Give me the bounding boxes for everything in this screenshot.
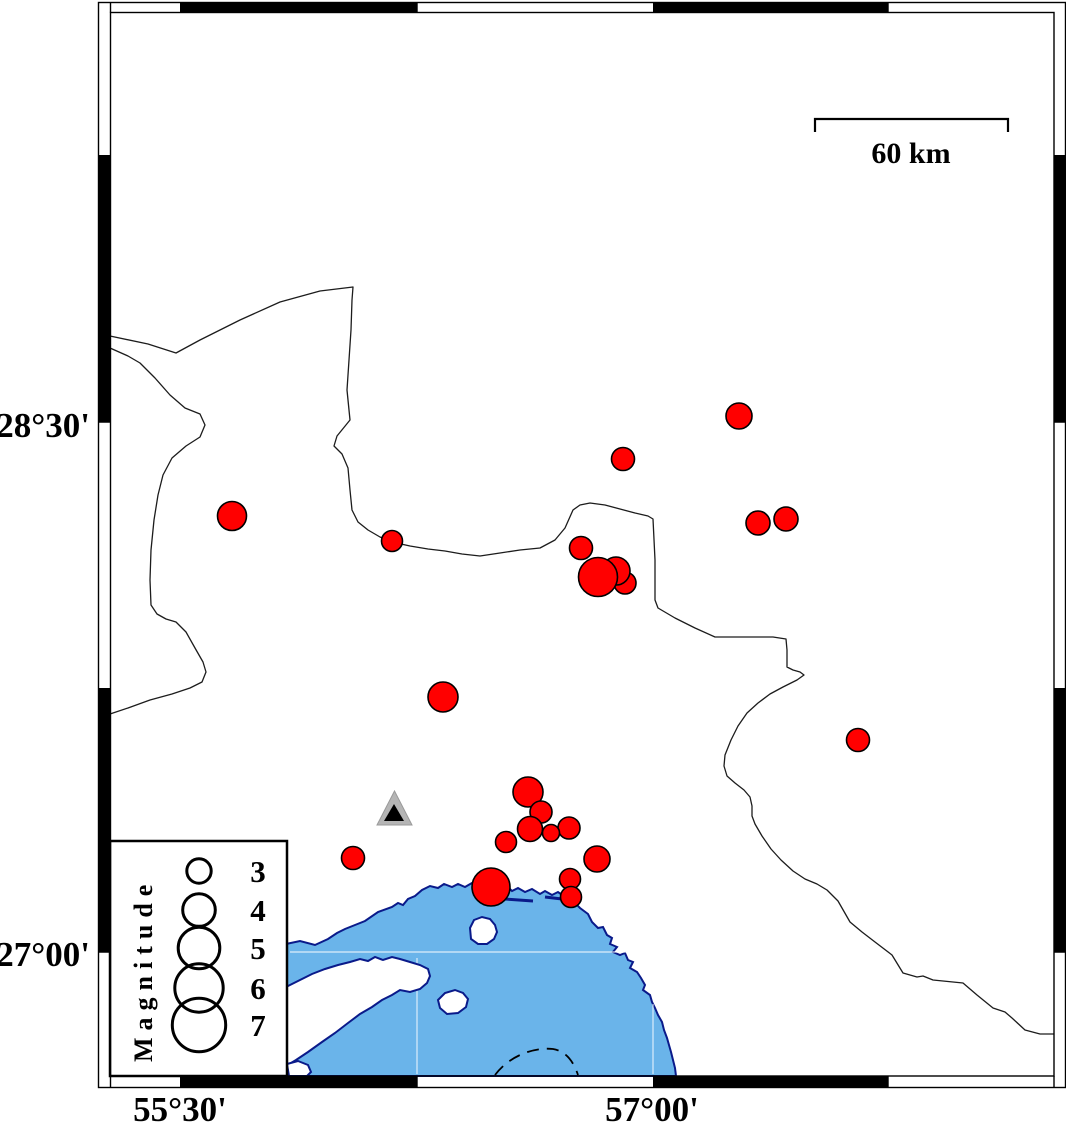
earthquake-marker (216, 500, 248, 532)
earthquake-marker (494, 830, 518, 854)
earthquake-marker (559, 885, 583, 909)
earthquake-marker (845, 727, 871, 753)
hormuz-island (468, 915, 499, 945)
province-border-north (109, 286, 1054, 1035)
earthquake-marker (427, 681, 459, 713)
earthquake-marker (610, 446, 636, 472)
lon-label-5530: 55°30' (133, 1090, 227, 1126)
scale-bar-label: 60 km (871, 137, 950, 170)
lat-label-2700: 27°00' (0, 935, 90, 974)
earthquake-marker (557, 816, 581, 840)
earthquake-marker (725, 402, 753, 430)
legend-circle (185, 857, 213, 885)
earthquake-marker (745, 510, 771, 536)
earthquake-markers (216, 402, 871, 909)
legend-circle (170, 996, 228, 1054)
station-triangle-inner (384, 804, 404, 821)
qeshm-island (285, 955, 432, 1068)
legend-label: 3 (250, 854, 266, 889)
scale-bar: 60 km (813, 117, 1010, 170)
lat-label-2830: 28°30' (0, 406, 90, 445)
earthquake-marker (380, 529, 404, 553)
legend-circle (173, 962, 225, 1014)
earthquake-marker (471, 867, 511, 907)
lon-label-5700: 57°00' (605, 1090, 699, 1126)
earthquake-marker (568, 535, 594, 561)
earthquake-marker (773, 506, 799, 532)
legend-label: 4 (250, 893, 266, 928)
legend-title: Magnitude (129, 878, 158, 1062)
earthquake-marker (512, 776, 544, 808)
legend-box: Magnitude 3 45 67 (108, 839, 289, 1078)
earthquake-marker (541, 823, 561, 843)
earthquake-marker (516, 815, 544, 843)
maritime-boundary-dashed (494, 1047, 579, 1076)
legend-label: 7 (250, 1008, 266, 1043)
earthquake-marker (583, 845, 611, 873)
legend-circle (176, 925, 222, 971)
legend-label: 5 (250, 931, 266, 966)
province-border-west (109, 347, 207, 715)
earthquake-marker (577, 556, 619, 598)
earthquake-marker (340, 845, 366, 871)
larak-island (436, 988, 470, 1016)
legend-label: 6 (250, 971, 266, 1006)
